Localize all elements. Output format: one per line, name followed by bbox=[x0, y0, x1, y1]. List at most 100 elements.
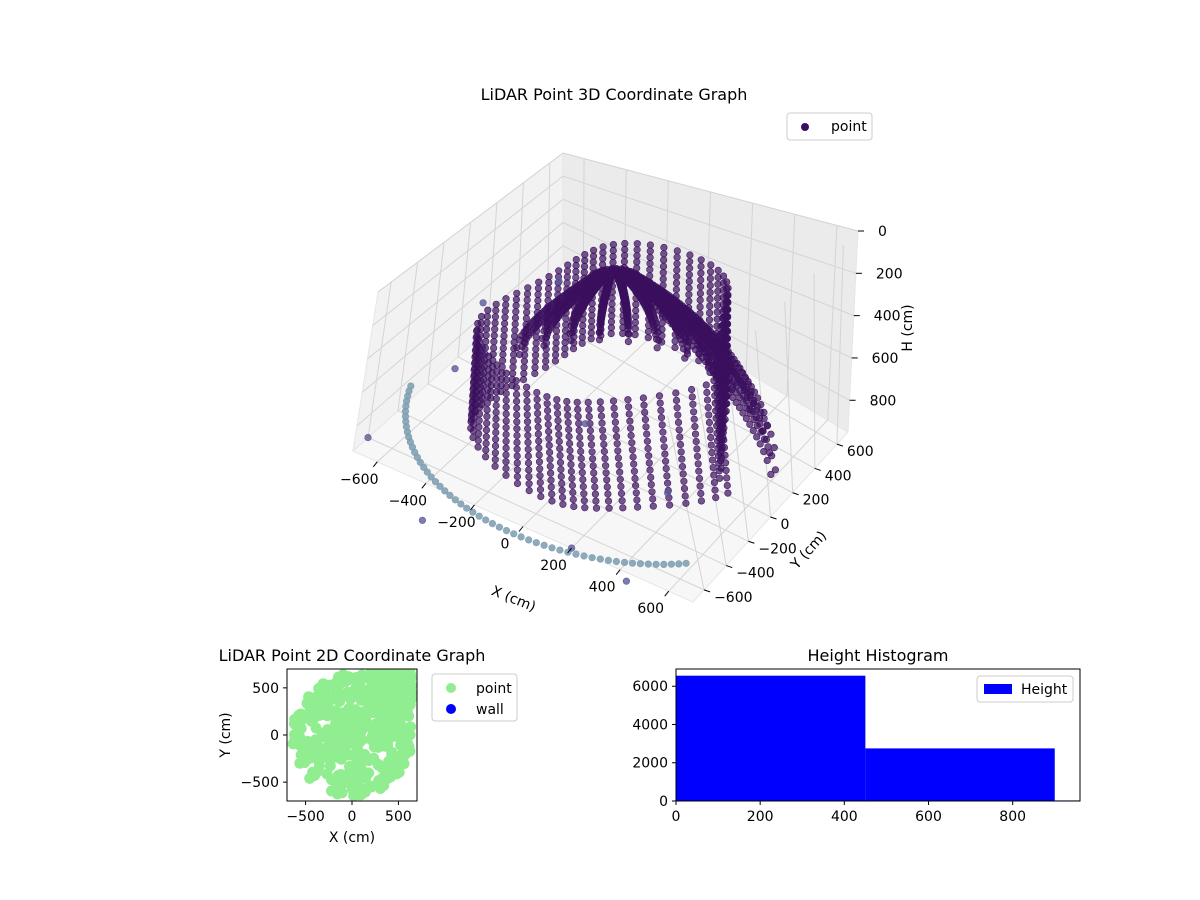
point-3d bbox=[617, 489, 626, 498]
point-3d bbox=[598, 419, 606, 427]
point-3d bbox=[501, 307, 509, 315]
point-3d bbox=[513, 452, 521, 460]
point-3d bbox=[545, 441, 553, 450]
point-3d bbox=[558, 493, 567, 502]
point-3d bbox=[641, 408, 649, 417]
point-3d bbox=[587, 441, 596, 449]
point-3d bbox=[744, 380, 753, 388]
point-3d bbox=[598, 426, 607, 434]
point-3d bbox=[665, 501, 674, 509]
point-3d bbox=[723, 400, 731, 408]
point-3d bbox=[697, 276, 705, 284]
point-3d bbox=[576, 440, 584, 449]
point-3d bbox=[491, 456, 499, 464]
point-3d bbox=[523, 308, 531, 316]
point-3d bbox=[609, 397, 618, 405]
gridline-x bbox=[619, 214, 796, 570]
point-3d bbox=[691, 430, 700, 438]
point-3d bbox=[647, 481, 655, 489]
point-3d bbox=[687, 385, 696, 394]
x-tick-label-3d: 600 bbox=[637, 601, 664, 617]
point-3d bbox=[639, 394, 648, 402]
point-3d bbox=[536, 465, 544, 473]
point-3d bbox=[697, 256, 705, 264]
point-3d bbox=[716, 391, 725, 399]
point-3d bbox=[554, 424, 563, 432]
point-3d bbox=[566, 446, 574, 455]
point-3d bbox=[491, 462, 499, 470]
chart-2d: LiDAR Point 2D Coordinate Graph −500 0 500… bbox=[218, 646, 518, 846]
point-3d bbox=[563, 279, 571, 287]
point-3d bbox=[512, 377, 520, 385]
point-2d bbox=[351, 750, 363, 762]
legend-histogram: Height bbox=[976, 675, 1074, 703]
point-3d-outlier bbox=[622, 577, 631, 585]
point-cloud-3d bbox=[364, 239, 780, 585]
point-3d bbox=[630, 467, 639, 475]
gridline-y bbox=[427, 242, 749, 543]
point-cloud-2d bbox=[287, 669, 417, 801]
point-3d bbox=[714, 273, 722, 282]
point-3d bbox=[586, 427, 595, 435]
point-3d bbox=[726, 375, 734, 383]
point-3d bbox=[502, 437, 510, 445]
point-3d bbox=[469, 433, 477, 442]
point-3d bbox=[662, 465, 670, 473]
y-tick-label-2d: 0 bbox=[270, 728, 279, 744]
point-3d bbox=[680, 485, 689, 493]
point-3d bbox=[523, 302, 531, 310]
point-3d bbox=[706, 426, 714, 434]
point-3d bbox=[657, 406, 665, 415]
point-3d-floor bbox=[463, 504, 471, 512]
point-3d bbox=[689, 408, 698, 416]
point-3d bbox=[711, 486, 719, 494]
point-3d bbox=[646, 466, 654, 474]
point-3d bbox=[562, 315, 570, 323]
point-3d bbox=[621, 239, 629, 248]
point-2d bbox=[382, 772, 394, 784]
point-3d bbox=[682, 499, 690, 507]
point-3d bbox=[758, 427, 767, 435]
point-3d bbox=[520, 357, 529, 365]
point-3d bbox=[524, 445, 532, 453]
point-3d bbox=[492, 306, 500, 315]
point-3d bbox=[513, 473, 522, 481]
point-3d bbox=[558, 479, 566, 488]
point-3d bbox=[757, 401, 765, 409]
point-3d bbox=[695, 467, 703, 475]
point-3d bbox=[729, 393, 737, 402]
point-3d bbox=[512, 383, 521, 392]
point-3d bbox=[513, 418, 521, 426]
point-3d bbox=[672, 279, 681, 287]
x-axis-label-2d: X (cm) bbox=[329, 830, 375, 846]
point-3d bbox=[537, 492, 545, 501]
chart-3d: LiDAR Point 3D Coordinate Graph −600 −400… bbox=[340, 85, 916, 617]
point-2d bbox=[324, 746, 335, 758]
point-3d-floor bbox=[604, 556, 613, 565]
point-3d bbox=[476, 403, 484, 411]
point-3d bbox=[628, 446, 637, 454]
point-3d bbox=[502, 417, 510, 425]
point-3d bbox=[493, 381, 501, 389]
grid-3d bbox=[356, 152, 859, 592]
point-3d bbox=[720, 436, 728, 444]
point-3d bbox=[771, 466, 780, 474]
point-3d bbox=[477, 377, 485, 385]
x-tick-label-histogram: 600 bbox=[915, 809, 942, 825]
point-3d bbox=[535, 444, 543, 452]
point-3d bbox=[534, 423, 542, 431]
y-tick-label-histogram: 2000 bbox=[632, 756, 668, 772]
point-3d bbox=[513, 438, 521, 447]
point-3d bbox=[633, 246, 641, 254]
point-2d bbox=[324, 760, 336, 772]
point-3d bbox=[729, 368, 738, 376]
point-3d bbox=[603, 483, 611, 491]
point-3d bbox=[659, 428, 667, 436]
point-3d bbox=[557, 472, 565, 481]
point-3d bbox=[541, 363, 550, 371]
point-3d bbox=[546, 469, 555, 477]
x-tick-label-histogram: 400 bbox=[831, 809, 858, 825]
point-3d bbox=[679, 470, 687, 478]
point-3d bbox=[693, 452, 702, 460]
point-3d bbox=[555, 437, 563, 446]
